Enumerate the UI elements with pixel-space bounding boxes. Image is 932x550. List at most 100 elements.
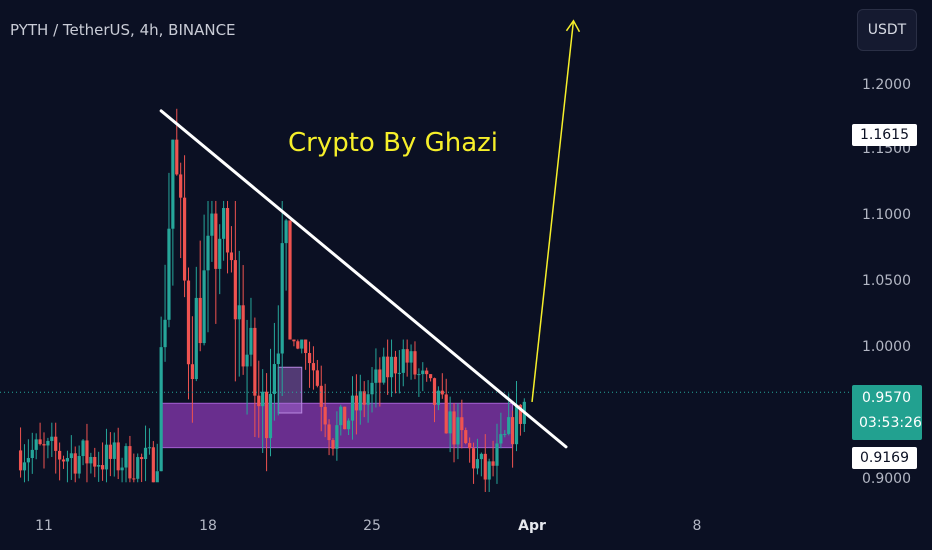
candle-body: [206, 235, 210, 271]
candle-body: [69, 453, 73, 459]
candle-body: [97, 465, 101, 467]
target-arrow[interactable]: [531, 20, 575, 402]
high-price-tag: 1.1615: [852, 124, 917, 146]
candle-body: [85, 440, 89, 464]
candle-body: [292, 339, 296, 342]
candle-body: [389, 356, 394, 378]
candle-body: [272, 364, 276, 394]
candle-body: [425, 370, 429, 375]
x-tick-label: 25: [363, 518, 381, 534]
candle-body: [499, 434, 503, 444]
candle-body: [42, 444, 46, 446]
candle-body: [475, 459, 480, 469]
candle-body: [100, 465, 105, 470]
candle-body: [417, 374, 421, 376]
currency-button[interactable]: USDT: [857, 9, 917, 51]
candle-body: [511, 417, 515, 445]
candle-body: [503, 433, 507, 435]
candle-body: [401, 349, 405, 373]
candle-body: [487, 461, 491, 480]
candle-body: [210, 213, 214, 236]
candle-body: [432, 378, 437, 405]
candle-body: [409, 351, 413, 363]
candle-body: [151, 447, 155, 483]
candle-body: [124, 446, 128, 468]
candle-body: [346, 420, 351, 430]
candle-body: [222, 208, 226, 239]
candle-body: [514, 404, 519, 445]
candle-body: [421, 370, 425, 375]
candle-body: [112, 442, 116, 459]
candle-body: [300, 339, 304, 349]
candle-body: [73, 453, 77, 474]
candle-body: [77, 456, 81, 474]
candle-body: [179, 174, 183, 198]
candle-body: [159, 347, 163, 472]
candle-body: [382, 356, 386, 383]
candle-body: [108, 444, 112, 459]
y-tick-label: 1.2000: [862, 77, 911, 93]
candle-body: [116, 442, 120, 471]
candle-body: [495, 443, 499, 466]
candle-body: [30, 449, 34, 459]
candle-body: [307, 353, 312, 364]
candle-body: [61, 459, 66, 462]
candle-body: [140, 457, 144, 460]
candle-body: [284, 220, 288, 244]
candle-body: [268, 393, 273, 439]
y-tick-label: 1.0000: [862, 339, 911, 355]
candle-body: [331, 440, 335, 449]
current-price: 0.9570: [862, 390, 911, 406]
candle-body: [362, 391, 366, 405]
candle-body: [225, 208, 230, 253]
candle-body: [315, 370, 319, 386]
candle-body: [58, 450, 62, 460]
candle-body: [319, 385, 323, 407]
candle-body: [350, 395, 355, 421]
candle-body: [237, 305, 241, 320]
candle-body: [343, 406, 347, 430]
descending-trendline[interactable]: [159, 109, 568, 449]
author-watermark: Crypto By Ghazi: [288, 128, 499, 158]
candle-body: [366, 394, 370, 405]
candle-body: [483, 453, 487, 480]
x-tick-label: Apr: [518, 518, 546, 534]
candle-body: [264, 391, 269, 439]
candle-body: [386, 356, 390, 378]
candle-body: [405, 349, 409, 363]
candle-body: [218, 238, 222, 269]
candle-body: [34, 439, 38, 450]
candle-body: [104, 444, 109, 470]
candle-body: [175, 139, 179, 175]
y-tick-label: 0.9000: [862, 471, 911, 487]
candle-body: [460, 417, 464, 431]
candle-countdown: 03:53:26: [859, 415, 922, 431]
y-tick-label: 1.0500: [862, 273, 911, 289]
candle-body: [440, 390, 444, 395]
candle-body: [339, 406, 343, 426]
candle-body: [50, 436, 54, 441]
candle-body: [471, 448, 476, 469]
candle-body: [378, 369, 382, 383]
candle-body: [171, 139, 175, 229]
candle-body: [81, 440, 85, 457]
candle-body: [89, 456, 93, 464]
candle-body: [18, 450, 23, 471]
candle-body: [323, 406, 327, 425]
candle-body: [93, 456, 97, 467]
candle-body: [132, 478, 136, 480]
candle-body: [253, 327, 257, 396]
annotation-layer: [0, 19, 850, 449]
candle-body: [147, 447, 152, 449]
candle-body: [370, 382, 374, 395]
candle-body: [304, 339, 308, 354]
candle-body: [46, 440, 50, 446]
candle-body: [65, 458, 70, 462]
candle-body: [26, 458, 30, 463]
candle-body: [413, 351, 417, 375]
candle-body: [54, 436, 58, 451]
candle-body: [241, 305, 245, 367]
symbol-title[interactable]: PYTH / TetherUS, 4h, BINANCE: [10, 21, 236, 39]
x-tick-label: 8: [692, 518, 702, 534]
